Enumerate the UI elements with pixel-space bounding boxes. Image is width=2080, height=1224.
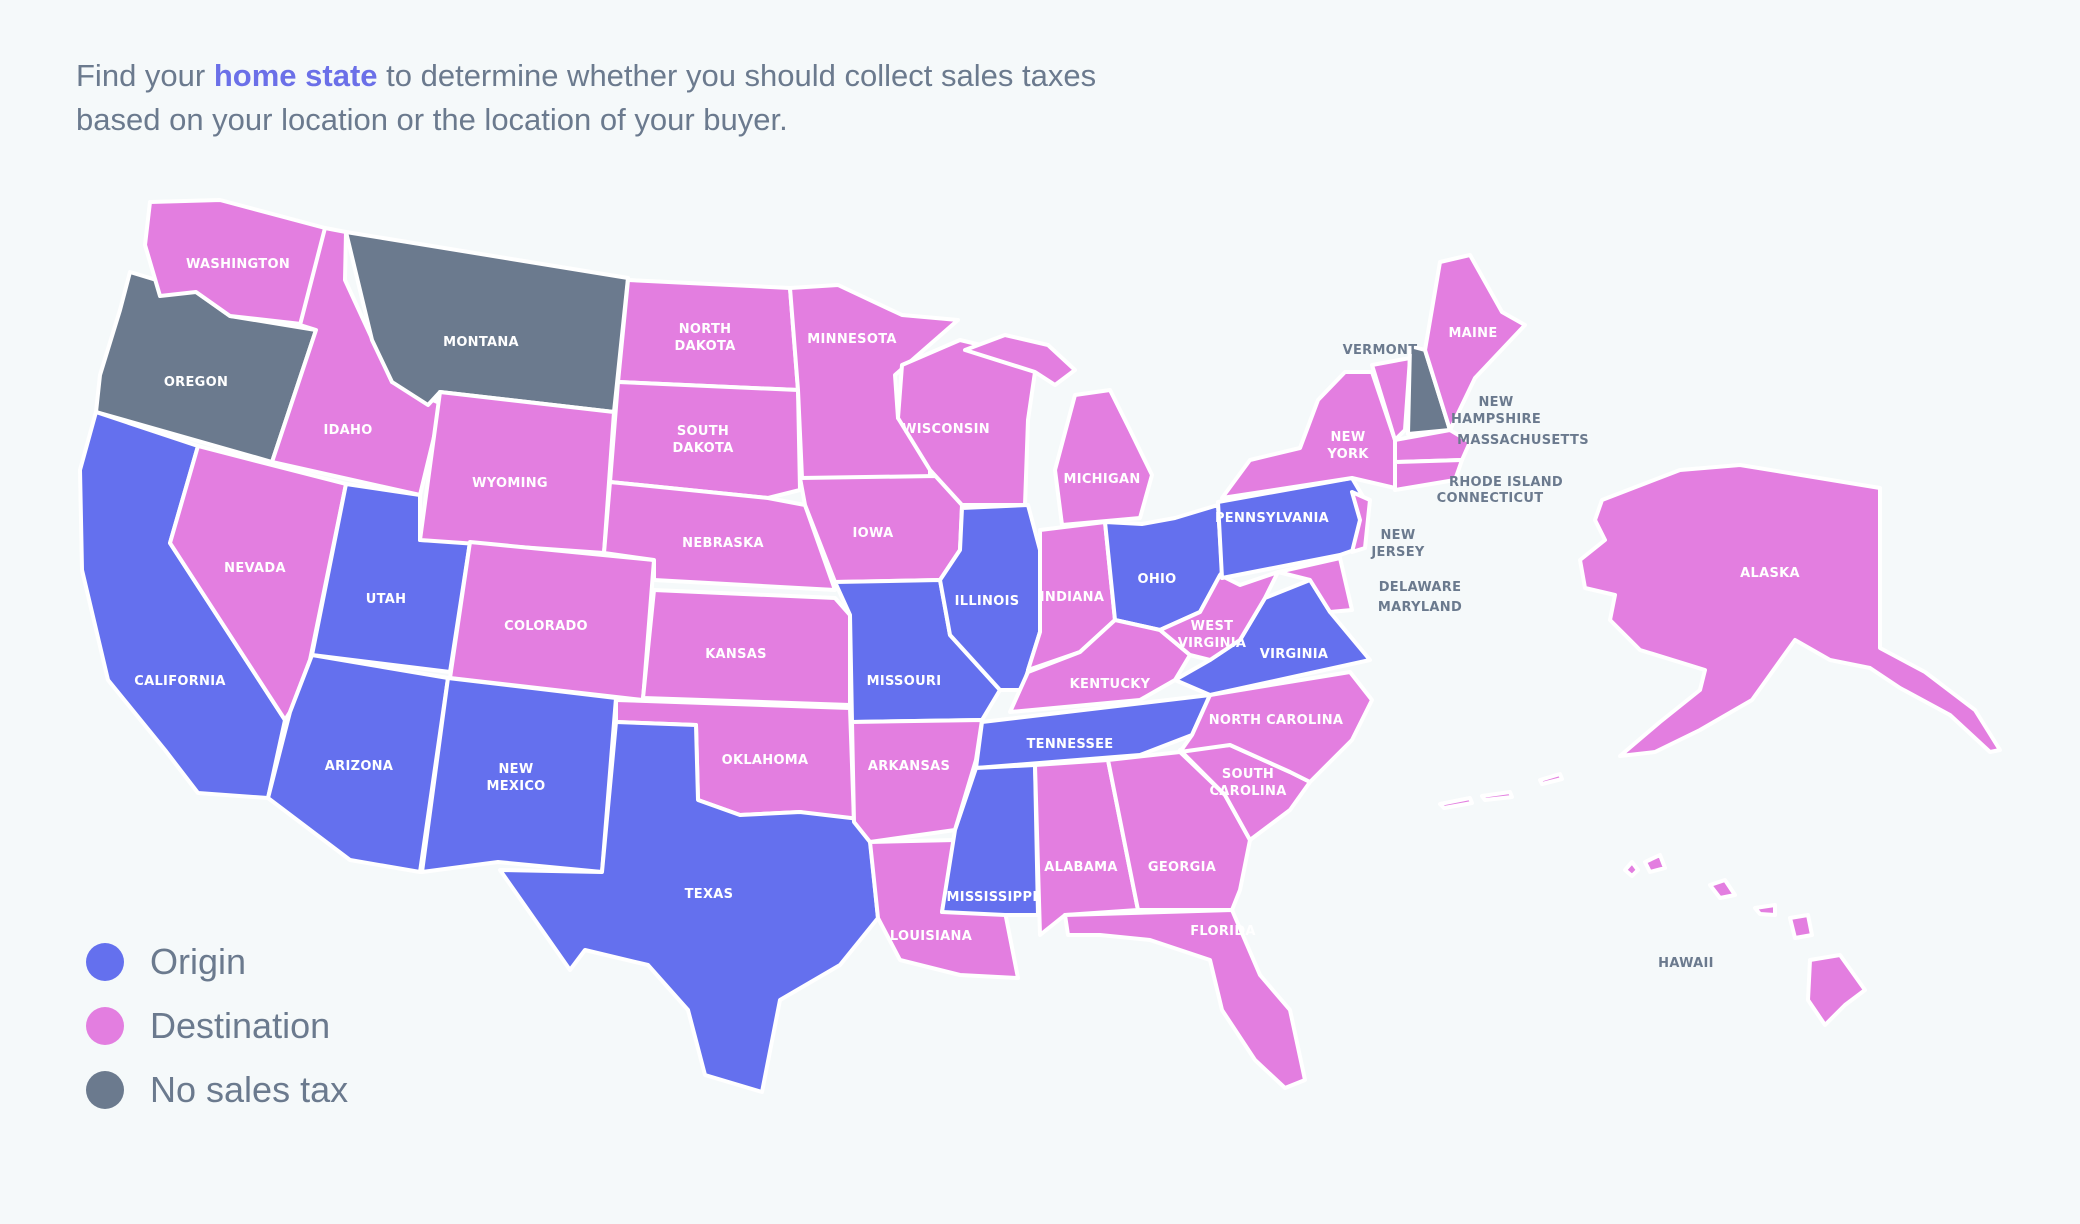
state-michigan[interactable] <box>963 333 1154 527</box>
label-new-jersey-2: JERSEY <box>1370 545 1424 560</box>
label-south-carolina-2: CAROLINA <box>1209 784 1286 799</box>
label-maine: MAINE <box>1448 326 1497 341</box>
label-new-mexico-1: NEW <box>499 762 534 777</box>
state-illinois[interactable] <box>938 503 1042 692</box>
label-west-virginia-1: WEST <box>1191 619 1234 634</box>
state-north-carolina[interactable] <box>1178 670 1374 784</box>
label-colorado: COLORADO <box>504 619 588 634</box>
intro-post: to determine whether you should collect … <box>76 58 1097 137</box>
label-north-carolina: NORTH CAROLINA <box>1209 713 1344 728</box>
label-florida: FLORIDA <box>1190 924 1256 939</box>
label-west-virginia-2: VIRGINIA <box>1178 636 1247 651</box>
label-new-hampshire-1: NEW <box>1479 395 1514 410</box>
label-alabama: ALABAMA <box>1044 860 1117 875</box>
label-texas: TEXAS <box>685 887 734 902</box>
label-arkansas: ARKANSAS <box>868 759 950 774</box>
state-florida[interactable] <box>1063 908 1307 1090</box>
label-new-mexico-2: MEXICO <box>486 779 545 794</box>
state-maryland[interactable] <box>1276 556 1354 614</box>
label-pennsylvania: PENNSYLVANIA <box>1215 511 1329 526</box>
label-louisiana: LOUISIANA <box>890 929 972 944</box>
state-south-dakota[interactable] <box>608 380 802 500</box>
intro-pre: Find your <box>76 58 214 93</box>
intro-text: Find your home state to determine whethe… <box>76 54 1176 142</box>
state-massachusetts[interactable] <box>1393 428 1472 464</box>
label-alaska: ALASKA <box>1740 566 1800 581</box>
alaska-islands <box>1438 772 1564 810</box>
state-new-jersey[interactable] <box>1350 490 1372 554</box>
label-oklahoma: OKLAHOMA <box>722 753 809 768</box>
label-virginia: VIRGINIA <box>1260 647 1329 662</box>
label-new-hampshire-2: HAMPSHIRE <box>1451 412 1541 427</box>
label-montana: MONTANA <box>443 335 519 350</box>
label-georgia: GEORGIA <box>1148 860 1216 875</box>
label-south-carolina-1: SOUTH <box>1222 767 1274 782</box>
legend-dot-destination <box>86 1007 124 1045</box>
label-south-dakota-2: DAKOTA <box>672 441 733 456</box>
label-new-york-1: NEW <box>1331 430 1366 445</box>
legend-label-no-sales-tax: No sales tax <box>150 1069 349 1110</box>
state-nebraska[interactable] <box>602 480 837 592</box>
label-washington: WASHINGTON <box>186 257 290 272</box>
legend-label-destination: Destination <box>150 1005 331 1046</box>
label-minnesota: MINNESOTA <box>807 332 896 347</box>
label-oregon: OREGON <box>164 375 228 390</box>
state-maine[interactable] <box>1423 253 1527 432</box>
label-missouri: MISSOURI <box>867 674 942 689</box>
label-south-dakota-1: SOUTH <box>677 424 729 439</box>
intro-highlight: home state <box>213 58 378 93</box>
state-texas[interactable] <box>498 720 880 1094</box>
label-ohio: OHIO <box>1137 572 1176 587</box>
label-vermont: VERMONT <box>1343 343 1418 358</box>
state-tennessee[interactable] <box>974 693 1212 770</box>
label-rhode-island: RHODE ISLAND <box>1449 475 1563 490</box>
label-tennessee: TENNESSEE <box>1027 737 1114 752</box>
label-nebraska: NEBRASKA <box>682 536 764 551</box>
label-illinois: ILLINOIS <box>955 594 1020 609</box>
state-hawaii[interactable] <box>1623 853 1867 1027</box>
legend: Origin Destination No sales tax <box>86 930 348 1122</box>
label-north-dakota-2: DAKOTA <box>674 339 735 354</box>
legend-item-no-sales-tax: No sales tax <box>86 1058 348 1122</box>
label-iowa: IOWA <box>853 526 894 541</box>
legend-dot-origin <box>86 943 124 981</box>
legend-item-destination: Destination <box>86 994 348 1058</box>
label-indiana: INDIANA <box>1040 590 1104 605</box>
label-michigan: MICHIGAN <box>1063 472 1140 487</box>
label-delaware: DELAWARE <box>1379 580 1462 595</box>
label-new-jersey-1: NEW <box>1381 528 1416 543</box>
label-hawaii: HAWAII <box>1658 956 1714 971</box>
label-arizona: ARIZONA <box>325 759 393 774</box>
legend-label-origin: Origin <box>150 941 247 982</box>
label-massachusetts: MASSACHUSETTS <box>1457 433 1589 448</box>
state-vermont[interactable] <box>1370 356 1412 442</box>
state-washington[interactable] <box>143 198 327 327</box>
label-kentucky: KENTUCKY <box>1070 677 1151 692</box>
state-connecticut[interactable] <box>1393 458 1464 492</box>
state-alaska[interactable] <box>1578 463 2002 758</box>
label-idaho: IDAHO <box>323 423 372 438</box>
label-mississippi: MISSISSIPPI <box>947 890 1038 905</box>
state-wyoming[interactable] <box>418 390 616 555</box>
legend-dot-no-sales-tax <box>86 1071 124 1109</box>
state-west-virginia[interactable] <box>1158 570 1280 662</box>
label-kansas: KANSAS <box>705 647 767 662</box>
label-utah: UTAH <box>366 592 407 607</box>
state-new-mexico[interactable] <box>420 676 618 874</box>
legend-item-origin: Origin <box>86 930 348 994</box>
state-new-york[interactable] <box>1220 370 1397 500</box>
label-north-dakota-1: NORTH <box>679 322 732 337</box>
label-california: CALIFORNIA <box>134 674 225 689</box>
label-new-york-2: YORK <box>1326 447 1369 462</box>
label-nevada: NEVADA <box>224 561 286 576</box>
label-connecticut: CONNECTICUT <box>1437 491 1544 506</box>
label-maryland: MARYLAND <box>1378 600 1462 615</box>
label-wyoming: WYOMING <box>472 476 548 491</box>
label-wisconsin: WISCONSIN <box>902 422 990 437</box>
